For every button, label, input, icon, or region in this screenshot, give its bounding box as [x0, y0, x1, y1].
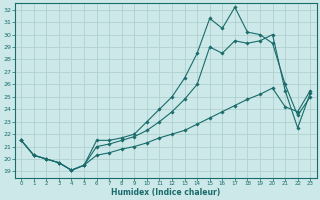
X-axis label: Humidex (Indice chaleur): Humidex (Indice chaleur) — [111, 188, 220, 197]
